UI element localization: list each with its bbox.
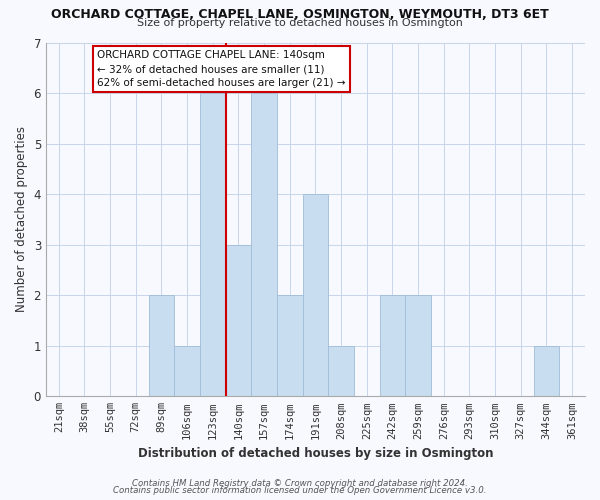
Bar	[277, 295, 302, 396]
Bar	[302, 194, 328, 396]
Bar	[533, 346, 559, 397]
Text: Size of property relative to detached houses in Osmington: Size of property relative to detached ho…	[137, 18, 463, 28]
Bar	[328, 346, 354, 397]
Bar	[251, 93, 277, 396]
Bar	[200, 93, 226, 396]
Bar	[406, 295, 431, 396]
Text: ORCHARD COTTAGE CHAPEL LANE: 140sqm
← 32% of detached houses are smaller (11)
62: ORCHARD COTTAGE CHAPEL LANE: 140sqm ← 32…	[97, 50, 346, 88]
Text: Contains public sector information licensed under the Open Government Licence v3: Contains public sector information licen…	[113, 486, 487, 495]
Bar	[226, 244, 251, 396]
Bar	[174, 346, 200, 397]
X-axis label: Distribution of detached houses by size in Osmington: Distribution of detached houses by size …	[138, 447, 493, 460]
Text: Contains HM Land Registry data © Crown copyright and database right 2024.: Contains HM Land Registry data © Crown c…	[132, 478, 468, 488]
Y-axis label: Number of detached properties: Number of detached properties	[15, 126, 28, 312]
Text: ORCHARD COTTAGE, CHAPEL LANE, OSMINGTON, WEYMOUTH, DT3 6ET: ORCHARD COTTAGE, CHAPEL LANE, OSMINGTON,…	[51, 8, 549, 20]
Bar	[149, 295, 174, 396]
Bar	[380, 295, 406, 396]
